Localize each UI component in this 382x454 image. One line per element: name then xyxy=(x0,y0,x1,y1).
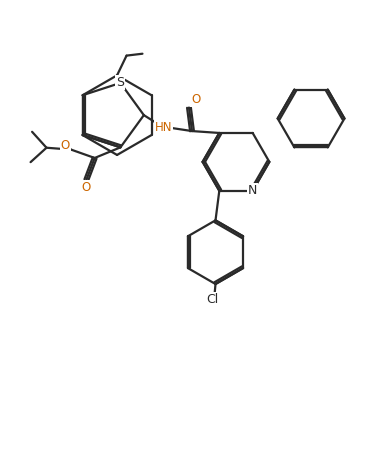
Text: Cl: Cl xyxy=(206,293,219,306)
Text: O: O xyxy=(82,181,91,194)
Text: S: S xyxy=(117,76,125,89)
Text: O: O xyxy=(191,94,201,107)
Text: O: O xyxy=(61,138,70,152)
Text: N: N xyxy=(248,184,257,197)
Text: HN: HN xyxy=(155,121,172,134)
